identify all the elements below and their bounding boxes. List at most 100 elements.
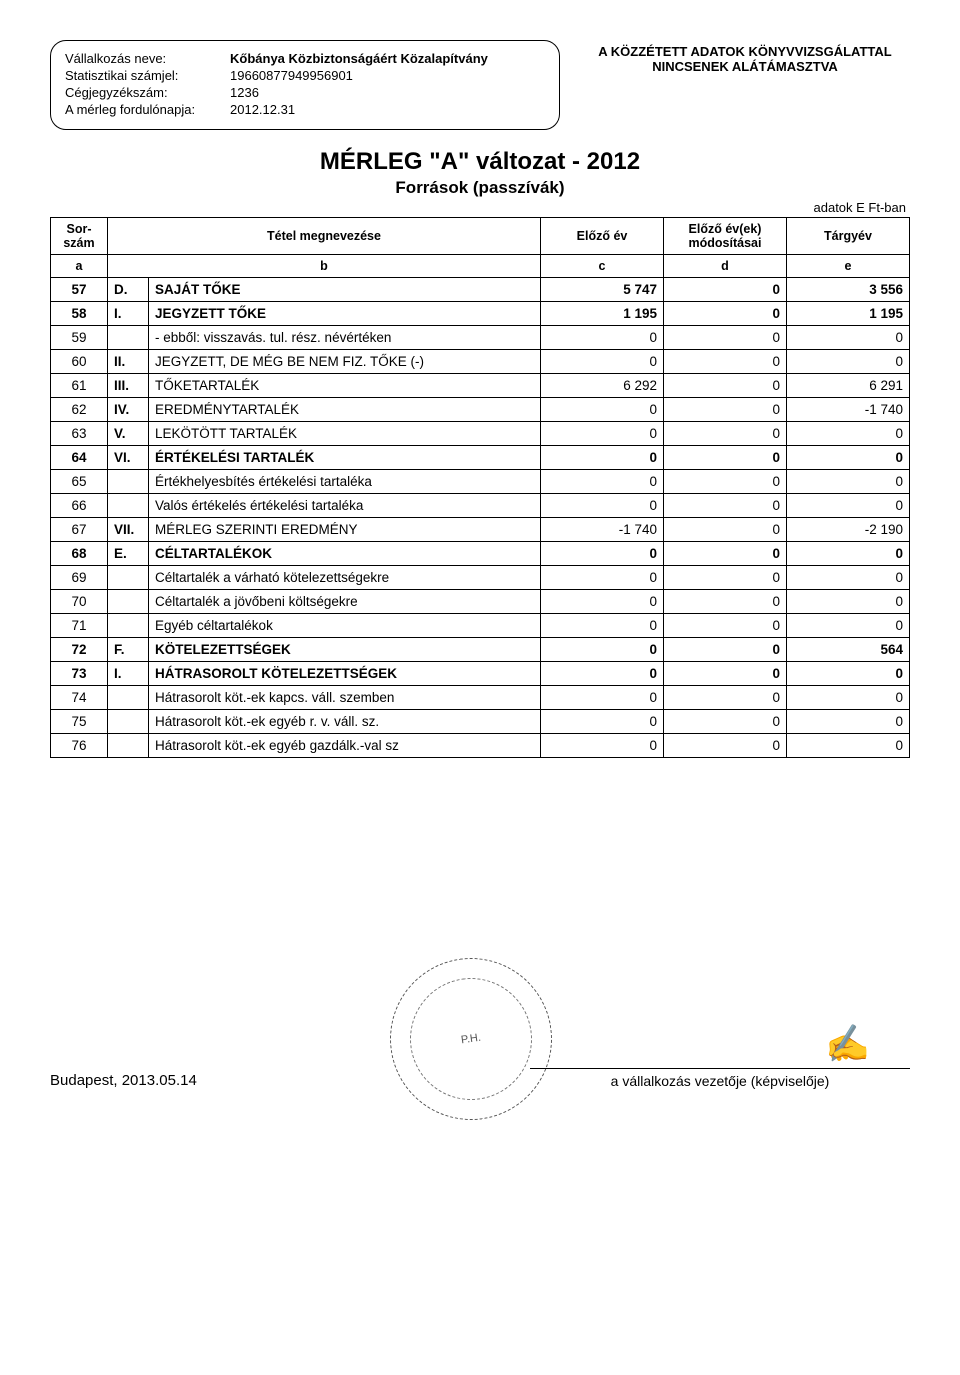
cell-row-number: 61 bbox=[51, 374, 108, 398]
cell-prev-year: 0 bbox=[541, 350, 664, 374]
cell-prefix: F. bbox=[108, 638, 149, 662]
cell-row-number: 69 bbox=[51, 566, 108, 590]
cell-item-name: Céltartalék a jövőbeni költségekre bbox=[149, 590, 541, 614]
stat-number-label: Statisztikai számjel: bbox=[65, 68, 230, 83]
cell-modifications: 0 bbox=[664, 494, 787, 518]
cell-row-number: 58 bbox=[51, 302, 108, 326]
cell-row-number: 70 bbox=[51, 590, 108, 614]
stamp-icon: P.H. bbox=[380, 948, 563, 1131]
table-row: 64VI.ÉRTÉKELÉSI TARTALÉK000 bbox=[51, 446, 910, 470]
stamp-inner: P.H. bbox=[402, 970, 540, 1108]
th-mod: Előző év(ek) módosításai bbox=[664, 218, 787, 255]
cell-modifications: 0 bbox=[664, 446, 787, 470]
cell-modifications: 0 bbox=[664, 734, 787, 758]
cell-prefix bbox=[108, 686, 149, 710]
cell-current-year: 564 bbox=[787, 638, 910, 662]
header-row: Vállalkozás neve: Kőbánya Közbiztonságáé… bbox=[50, 40, 910, 130]
cell-row-number: 68 bbox=[51, 542, 108, 566]
cell-prefix bbox=[108, 470, 149, 494]
cell-row-number: 63 bbox=[51, 422, 108, 446]
cell-prefix bbox=[108, 710, 149, 734]
cell-item-name: MÉRLEG SZERINTI EREDMÉNY bbox=[149, 518, 541, 542]
cell-prev-year: 0 bbox=[541, 470, 664, 494]
cell-row-number: 65 bbox=[51, 470, 108, 494]
table-header-row: Sor- szám Tétel megnevezése Előző év Elő… bbox=[51, 218, 910, 255]
company-name-value: Kőbánya Közbiztonságáért Közalapítvány bbox=[230, 51, 488, 66]
cell-current-year: 3 556 bbox=[787, 278, 910, 302]
table-row: 62IV.EREDMÉNYTARTALÉK00-1 740 bbox=[51, 398, 910, 422]
cell-row-number: 71 bbox=[51, 614, 108, 638]
cell-modifications: 0 bbox=[664, 686, 787, 710]
cell-modifications: 0 bbox=[664, 638, 787, 662]
cell-item-name: Hátrasorolt köt.-ek egyéb gazdálk.-val s… bbox=[149, 734, 541, 758]
company-info-box: Vállalkozás neve: Kőbánya Közbiztonságáé… bbox=[50, 40, 560, 130]
table-row: 59- ebből: visszavás. tul. rész. névérté… bbox=[51, 326, 910, 350]
table-row: 72F.KÖTELEZETTSÉGEK00564 bbox=[51, 638, 910, 662]
cell-current-year: 0 bbox=[787, 326, 910, 350]
audit-note-line2: NINCSENEK ALÁTÁMASZTVA bbox=[652, 59, 838, 74]
cell-prefix bbox=[108, 566, 149, 590]
cell-item-name: Hátrasorolt köt.-ek egyéb r. v. váll. sz… bbox=[149, 710, 541, 734]
cell-current-year: 0 bbox=[787, 494, 910, 518]
cell-prefix bbox=[108, 614, 149, 638]
cell-current-year: 0 bbox=[787, 446, 910, 470]
cell-modifications: 0 bbox=[664, 710, 787, 734]
signature-label: a vállalkozás vezetője (képviselője) bbox=[530, 1068, 910, 1089]
cell-modifications: 0 bbox=[664, 566, 787, 590]
cell-current-year: 0 bbox=[787, 686, 910, 710]
footer-row: Budapest, 2013.05.14 P.H. ✍ a vállalkozá… bbox=[50, 1018, 910, 1089]
cell-prev-year: 6 292 bbox=[541, 374, 664, 398]
cell-item-name: Értékhelyesbítés értékelési tartaléka bbox=[149, 470, 541, 494]
cell-item-name: Hátrasorolt köt.-ek kapcs. váll. szemben bbox=[149, 686, 541, 710]
cell-prefix: II. bbox=[108, 350, 149, 374]
cell-modifications: 0 bbox=[664, 278, 787, 302]
cell-prev-year: 5 747 bbox=[541, 278, 664, 302]
table-subheader-row: a b c d e bbox=[51, 255, 910, 278]
th-c: c bbox=[541, 255, 664, 278]
cell-current-year: 6 291 bbox=[787, 374, 910, 398]
cell-current-year: 0 bbox=[787, 614, 910, 638]
company-name-label: Vállalkozás neve: bbox=[65, 51, 230, 66]
table-row: 76 Hátrasorolt köt.-ek egyéb gazdálk.-val… bbox=[51, 734, 910, 758]
cell-row-number: 64 bbox=[51, 446, 108, 470]
cell-row-number: 59 bbox=[51, 326, 108, 350]
cell-row-number: 72 bbox=[51, 638, 108, 662]
stamp-text: P.H. bbox=[460, 1032, 481, 1047]
cell-modifications: 0 bbox=[664, 662, 787, 686]
cell-item-name: HÁTRASOROLT KÖTELEZETTSÉGEK bbox=[149, 662, 541, 686]
cell-current-year: 0 bbox=[787, 422, 910, 446]
cell-modifications: 0 bbox=[664, 542, 787, 566]
registry-label: Cégjegyzékszám: bbox=[65, 85, 230, 100]
cell-current-year: -2 190 bbox=[787, 518, 910, 542]
cell-modifications: 0 bbox=[664, 302, 787, 326]
cell-item-name: JEGYZETT TŐKE bbox=[149, 302, 541, 326]
cell-current-year: 0 bbox=[787, 350, 910, 374]
title-main: MÉRLEG "A" változat - 2012 bbox=[50, 148, 910, 176]
table-row: 57D.SAJÁT TŐKE5 74703 556 bbox=[51, 278, 910, 302]
cell-prefix: VII. bbox=[108, 518, 149, 542]
cell-item-name: Céltartalék a várható kötelezettségekre bbox=[149, 566, 541, 590]
cell-current-year: 1 195 bbox=[787, 302, 910, 326]
cell-prev-year: -1 740 bbox=[541, 518, 664, 542]
title-block: MÉRLEG "A" változat - 2012 Források (pas… bbox=[50, 148, 910, 198]
table-row: 71Egyéb céltartalékok000 bbox=[51, 614, 910, 638]
cell-prefix bbox=[108, 326, 149, 350]
cell-prefix: VI. bbox=[108, 446, 149, 470]
cell-row-number: 76 bbox=[51, 734, 108, 758]
th-e: e bbox=[787, 255, 910, 278]
cell-modifications: 0 bbox=[664, 590, 787, 614]
table-row: 75Hátrasorolt köt.-ek egyéb r. v. váll. … bbox=[51, 710, 910, 734]
table-row: 63V.LEKÖTÖTT TARTALÉK000 bbox=[51, 422, 910, 446]
cell-prefix: IV. bbox=[108, 398, 149, 422]
table-row: 66Valós értékelés értékelési tartaléka00… bbox=[51, 494, 910, 518]
table-row: 58I.JEGYZETT TŐKE1 19501 195 bbox=[51, 302, 910, 326]
cell-item-name: Valós értékelés értékelési tartaléka bbox=[149, 494, 541, 518]
cell-row-number: 73 bbox=[51, 662, 108, 686]
cell-prefix: I. bbox=[108, 302, 149, 326]
table-row: 73I.HÁTRASOROLT KÖTELEZETTSÉGEK000 bbox=[51, 662, 910, 686]
cell-prefix: D. bbox=[108, 278, 149, 302]
cell-prev-year: 0 bbox=[541, 494, 664, 518]
cell-item-name: LEKÖTÖTT TARTALÉK bbox=[149, 422, 541, 446]
cell-current-year: 0 bbox=[787, 734, 910, 758]
title-sub: Források (passzívák) bbox=[50, 178, 910, 198]
